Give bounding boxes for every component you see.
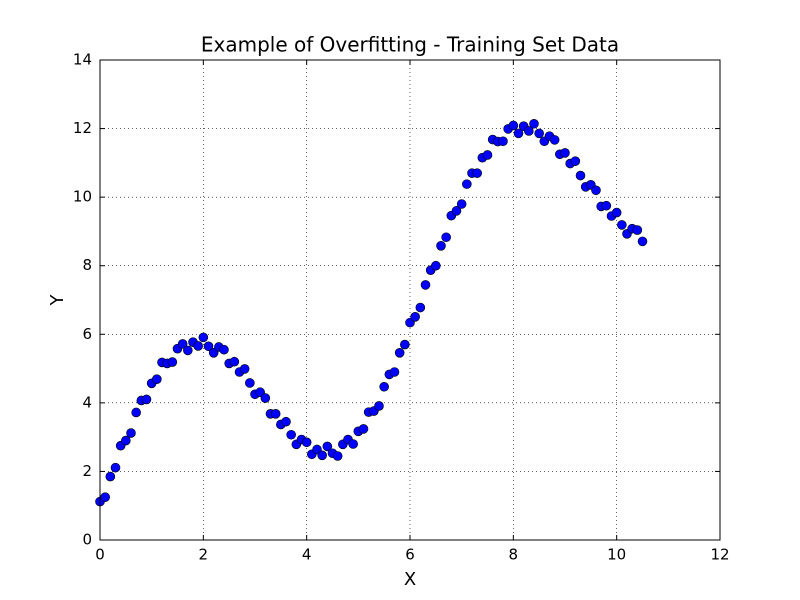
x-tick-label: 4 — [302, 546, 312, 564]
scatter-point — [358, 424, 369, 434]
y-tick-label: 2 — [82, 462, 92, 480]
scatter-point — [632, 225, 643, 235]
scatter-point — [529, 118, 539, 129]
scatter-point — [549, 135, 560, 145]
scatter-point — [389, 367, 400, 377]
y-tick-label: 6 — [82, 325, 92, 343]
scatter-point — [229, 356, 240, 367]
scatter-point — [379, 381, 389, 392]
scatter-point — [462, 179, 472, 189]
scatter-point — [332, 451, 343, 461]
scatter-point — [348, 439, 358, 449]
y-tick-label: 4 — [82, 393, 92, 411]
scatter-point — [131, 407, 141, 418]
x-tick-label: 6 — [405, 546, 415, 564]
scatter-point — [219, 344, 229, 355]
y-tick-label: 8 — [82, 256, 92, 274]
scatter-point — [482, 150, 493, 160]
x-tick-label: 8 — [509, 546, 519, 564]
scatter-point — [374, 401, 384, 411]
scatter-point — [420, 280, 431, 290]
scatter-point — [141, 394, 152, 405]
x-tick-label: 12 — [710, 546, 729, 564]
scatter-point — [575, 170, 586, 181]
scatter-point — [270, 409, 281, 419]
x-tick-label: 0 — [95, 546, 105, 564]
scatter-point — [637, 236, 648, 247]
scatter-point — [534, 128, 544, 139]
scatter-point — [410, 311, 420, 322]
scatter-point — [317, 450, 327, 461]
y-tick-label: 0 — [82, 531, 92, 549]
scatter-point — [498, 136, 508, 147]
scatter-point — [617, 220, 627, 230]
scatter-point — [121, 435, 131, 446]
chart-title: Example of Overfitting - Training Set Da… — [201, 33, 619, 57]
scatter-point — [601, 200, 612, 211]
scatter-point — [513, 128, 524, 139]
scatter-point — [431, 260, 441, 271]
scatter-point — [436, 241, 446, 251]
scatter-point — [570, 156, 581, 166]
scatter-point — [260, 393, 271, 403]
x-axis-label: X — [404, 569, 416, 590]
scatter-point — [193, 341, 203, 351]
scatter-point — [611, 207, 622, 218]
scatter-point — [322, 441, 333, 452]
scatter-point — [286, 429, 296, 440]
x-tick-label: 2 — [199, 546, 209, 564]
scatter-point — [198, 332, 209, 343]
scatter-point — [451, 206, 462, 216]
plot-frame — [99, 59, 721, 541]
scatter-point — [415, 302, 426, 313]
scatter-point — [105, 471, 116, 482]
scatter-point — [560, 148, 570, 158]
scatter-point — [167, 357, 178, 367]
scatter-point — [203, 341, 214, 352]
scatter-point — [177, 339, 188, 349]
scatter-point — [239, 364, 250, 374]
scatter-point — [400, 339, 410, 350]
y-tick-label: 14 — [73, 51, 92, 69]
scatter-point — [245, 378, 255, 388]
scatter-point — [183, 345, 193, 356]
scatter-point — [508, 120, 519, 131]
y-tick-label: 10 — [73, 188, 92, 206]
scatter-point — [281, 416, 291, 427]
y-axis-label: Y — [47, 294, 68, 307]
scatter-point — [524, 126, 534, 136]
scatter-point — [441, 232, 451, 243]
scatter-point — [301, 437, 312, 448]
scatter-point — [126, 428, 136, 438]
x-tick-label: 10 — [607, 546, 626, 564]
scatter-point — [100, 492, 110, 502]
scatter-point — [152, 374, 162, 385]
y-tick-label: 12 — [73, 119, 92, 137]
scatter-point — [110, 462, 121, 473]
scatter-point — [591, 185, 601, 196]
scatter-point — [456, 199, 467, 209]
scatter-point — [394, 347, 405, 358]
scatter-point — [472, 168, 482, 178]
